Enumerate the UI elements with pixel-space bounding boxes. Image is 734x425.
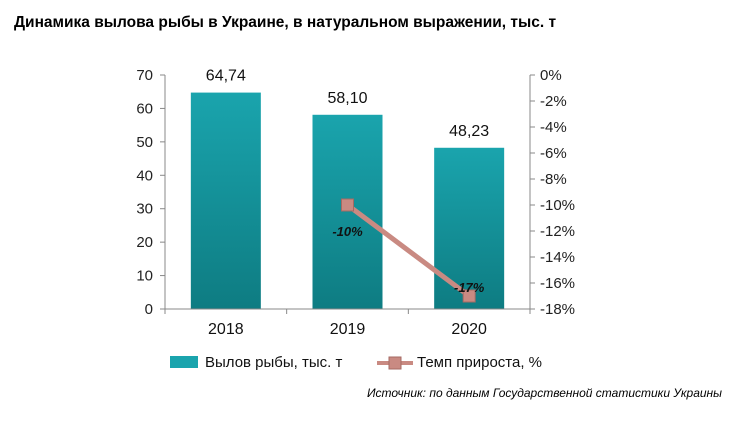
growth-rate-label-2020: -17% (454, 280, 485, 295)
y-left-tick-label: 0 (145, 301, 153, 318)
chart-title: Динамика вылова рыбы в Украине, в натура… (14, 14, 557, 31)
bar-label-2019: 58,10 (327, 90, 367, 107)
y-right-tick-label: -4% (540, 119, 567, 136)
y-left-tick-label: 10 (136, 268, 153, 285)
y-right-tick-label: -14% (540, 249, 575, 266)
source-note: Источник: по данным Государственной стат… (366, 386, 722, 400)
legend-label-bars: Вылов рыбы, тыс. т (205, 354, 343, 371)
growth-rate-marker-2019 (341, 198, 354, 212)
y-right-tick-label: -6% (540, 145, 567, 162)
growth-rate-marker-2020 (462, 289, 476, 303)
y-right-tick-label: -12% (540, 223, 575, 240)
x-tick-label-2019: 2019 (330, 321, 366, 338)
y-right-tick-label: -10% (540, 197, 575, 214)
x-tick-label-2018: 2018 (208, 321, 244, 338)
legend-swatch-bars (170, 356, 198, 368)
y-right-tick-label: -2% (540, 93, 567, 110)
bar-2019 (312, 114, 383, 309)
y-left-tick-label: 60 (136, 100, 153, 117)
y-right-tick-label: -16% (540, 275, 575, 292)
y-left-tick-label: 20 (136, 234, 153, 251)
y-left-tick-label: 70 (136, 67, 153, 84)
y-right-tick-label: 0% (540, 67, 562, 84)
bar-label-2020: 48,23 (449, 123, 489, 140)
growth-rate-label-2019: -10% (332, 224, 363, 239)
y-left-tick-label: 40 (136, 167, 153, 184)
x-tick-label-2020: 2020 (451, 321, 487, 338)
bar-2018 (190, 92, 261, 309)
y-right-tick-label: -8% (540, 171, 567, 188)
y-left-tick-label: 30 (136, 201, 153, 218)
y-right-tick-label: -18% (540, 301, 575, 318)
legend-label-line: Темп прироста, % (417, 354, 542, 371)
bar-2020 (434, 147, 505, 309)
bar-label-2018: 64,74 (206, 68, 246, 85)
y-left-tick-label: 50 (136, 134, 153, 151)
growth-rate-line (346, 202, 471, 299)
legend-swatch-marker (388, 356, 402, 370)
